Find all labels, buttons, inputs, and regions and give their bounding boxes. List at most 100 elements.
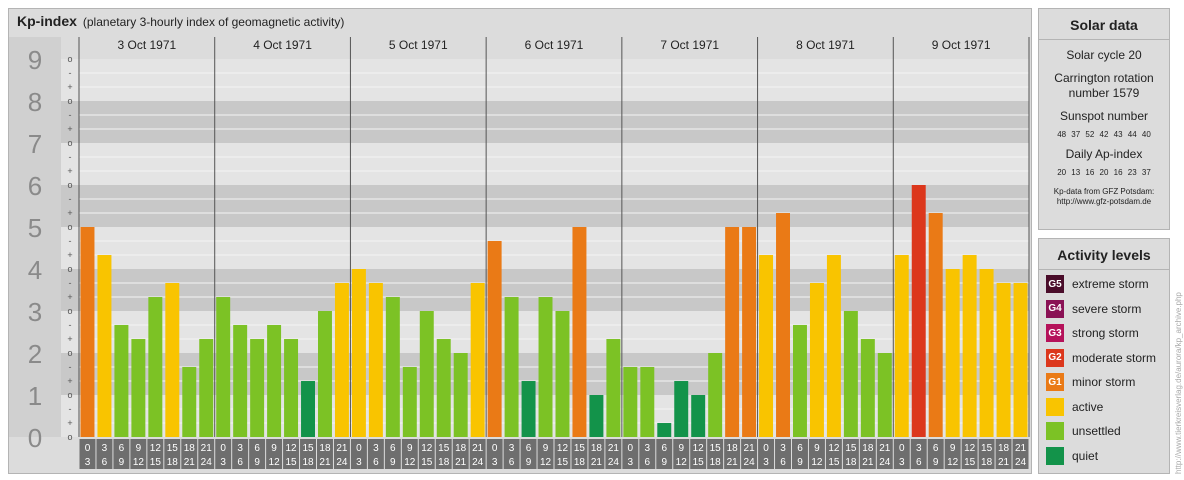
hour-end: 3 — [220, 457, 226, 468]
hour-end: 24 — [201, 457, 213, 468]
fraction-mark: o — [67, 264, 72, 274]
hour-end: 21 — [184, 457, 196, 468]
hour-start: 3 — [237, 443, 243, 454]
hour-start: 21 — [472, 443, 484, 454]
fraction-mark: o — [67, 390, 72, 400]
hour-end: 3 — [356, 457, 362, 468]
fraction-mark: - — [69, 236, 72, 246]
level-band — [9, 185, 1029, 227]
y-tick-label: 6 — [28, 171, 42, 201]
hour-end: 21 — [862, 457, 874, 468]
sunspot-values: 48 37 52 42 43 44 40 — [1057, 130, 1151, 139]
activity-level-item: G5 extreme storm — [1046, 275, 1149, 293]
kp-bar — [165, 282, 180, 437]
hour-start: 0 — [492, 443, 498, 454]
hour-end: 12 — [811, 457, 823, 468]
hour-box — [724, 439, 741, 469]
hour-start: 15 — [438, 443, 450, 454]
hour-box — [435, 439, 452, 469]
hour-end: 15 — [828, 457, 840, 468]
level-label: active — [1072, 399, 1104, 414]
hour-box — [367, 439, 384, 469]
fraction-mark: - — [69, 278, 72, 288]
hour-end: 3 — [85, 457, 91, 468]
hour-end: 24 — [879, 457, 891, 468]
hour-box — [537, 439, 554, 469]
hour-start: 9 — [407, 443, 413, 454]
kp-bar — [504, 297, 519, 437]
hour-start: 12 — [693, 443, 705, 454]
hour-box — [673, 439, 690, 469]
carrington-line-1: Carrington rotation — [1054, 71, 1154, 85]
fraction-mark: o — [67, 138, 72, 148]
hour-box — [910, 439, 927, 469]
day-label: 4 Oct 1971 — [253, 38, 312, 52]
fraction-mark: + — [67, 292, 72, 302]
kp-bar — [742, 227, 757, 437]
hour-end: 24 — [472, 457, 484, 468]
hour-box — [181, 439, 198, 469]
fraction-mark: + — [67, 334, 72, 344]
hour-end: 3 — [899, 457, 905, 468]
fraction-mark: - — [69, 110, 72, 120]
level-swatch: G5 — [1046, 275, 1064, 293]
y-tick-label: 3 — [28, 297, 42, 327]
hour-end: 12 — [133, 457, 145, 468]
hour-box — [978, 439, 995, 469]
fraction-mark: - — [69, 320, 72, 330]
hour-start: 12 — [964, 443, 976, 454]
hour-end: 18 — [167, 457, 179, 468]
carrington-line-2: number 1579 — [1068, 86, 1140, 100]
fraction-mark: - — [69, 194, 72, 204]
hour-box — [825, 439, 842, 469]
kp-bar — [334, 282, 349, 437]
kp-bar — [979, 269, 994, 437]
fraction-mark: o — [67, 306, 72, 316]
hour-start: 3 — [509, 443, 515, 454]
hour-box — [707, 439, 724, 469]
hour-end: 21 — [727, 457, 739, 468]
hour-end: 12 — [947, 457, 959, 468]
y-tick-label: 8 — [28, 87, 42, 117]
kp-bar — [436, 339, 451, 437]
day-label: 3 Oct 1971 — [117, 38, 176, 52]
hour-end: 24 — [1015, 457, 1027, 468]
hour-box — [927, 439, 944, 469]
kp-bar — [114, 324, 129, 437]
hour-start: 3 — [916, 443, 922, 454]
kp-bar — [318, 311, 332, 437]
hour-box — [164, 439, 181, 469]
hour-end: 21 — [591, 457, 603, 468]
fraction-mark: + — [67, 166, 72, 176]
ap-index-label: Daily Ap-index — [1065, 147, 1143, 161]
kp-bar — [182, 366, 197, 437]
hour-start: 18 — [319, 443, 331, 454]
hour-start: 3 — [373, 443, 379, 454]
hour-start: 6 — [661, 443, 667, 454]
hour-box — [842, 439, 859, 469]
hour-end: 6 — [780, 457, 786, 468]
kp-bar — [97, 255, 112, 437]
kp-bar — [267, 324, 282, 437]
level-swatch: G3 — [1046, 324, 1064, 342]
hour-box — [656, 439, 673, 469]
hour-box — [605, 439, 622, 469]
hour-start: 9 — [136, 443, 142, 454]
kp-bar — [250, 339, 265, 437]
hour-box — [690, 439, 707, 469]
ap-index-values: 20 13 16 20 16 23 37 — [1057, 168, 1151, 177]
hour-end: 12 — [404, 457, 416, 468]
hour-box — [249, 439, 266, 469]
hour-start: 9 — [814, 443, 820, 454]
hour-end: 9 — [797, 457, 803, 468]
kp-bar — [385, 297, 400, 437]
activity-level-item: G4 severe storm — [1046, 299, 1141, 318]
level-label: minor storm — [1072, 375, 1136, 389]
kp-bar — [606, 339, 621, 437]
kp-bar — [996, 282, 1011, 437]
hour-end: 21 — [455, 457, 467, 468]
hour-box — [113, 439, 130, 469]
hour-box — [944, 439, 961, 469]
hour-start: 18 — [862, 443, 874, 454]
hour-box — [215, 439, 232, 469]
